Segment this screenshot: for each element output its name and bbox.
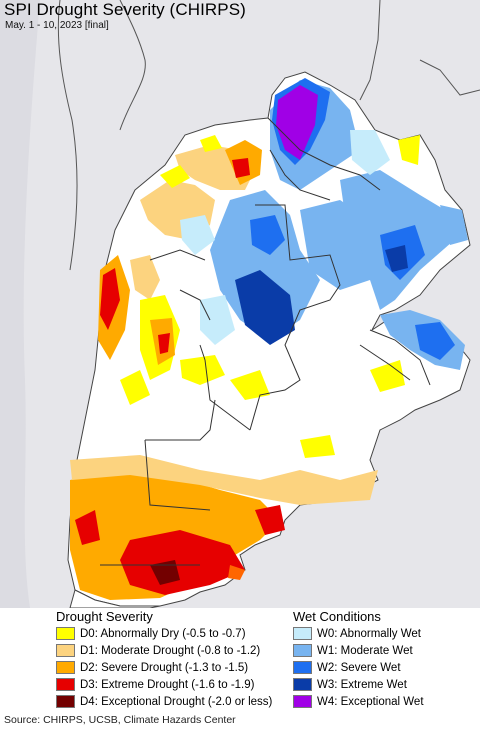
drought-legend-title: Drought Severity xyxy=(56,609,153,624)
wet-patches xyxy=(180,78,468,370)
swatch-w3 xyxy=(293,678,312,691)
source-credit: Source: CHIRPS, UCSB, Climate Hazards Ce… xyxy=(4,714,236,726)
page-subtitle: May. 1 - 10, 2023 [final] xyxy=(5,20,109,31)
ocean-area xyxy=(0,0,40,608)
wet-legend-title: Wet Conditions xyxy=(293,609,381,624)
legend-label-d3: D3: Extreme Drought (-1.6 to -1.9) xyxy=(80,678,255,691)
legend-label-d4: D4: Exceptional Drought (-2.0 or less) xyxy=(80,695,273,708)
swatch-w2 xyxy=(293,661,312,674)
swatch-d1 xyxy=(56,644,75,657)
legend-item-w2: W2: Severe Wet xyxy=(293,660,401,675)
patagonia-region xyxy=(69,589,161,608)
legend-label-w2: W2: Severe Wet xyxy=(317,661,401,674)
swatch-w0 xyxy=(293,627,312,640)
legend-item-w0: W0: Abnormally Wet xyxy=(293,626,421,641)
legend-label-w4: W4: Exceptional Wet xyxy=(317,695,424,708)
legend-item-w1: W1: Moderate Wet xyxy=(293,643,413,658)
legend-label-d2: D2: Severe Drought (-1.3 to -1.5) xyxy=(80,661,249,674)
legend-label-w1: W1: Moderate Wet xyxy=(317,644,413,657)
swatch-d3 xyxy=(56,678,75,691)
boundaries xyxy=(100,117,431,566)
legend-item-w4: W4: Exceptional Wet xyxy=(293,694,424,709)
legend-label-w3: W3: Extreme Wet xyxy=(317,678,407,691)
legend-label-w0: W0: Abnormally Wet xyxy=(317,627,421,640)
page-title: SPI Drought Severity (CHIRPS) xyxy=(4,0,246,19)
swatch-w4 xyxy=(293,695,312,708)
drought-map xyxy=(0,0,480,608)
swatch-d0 xyxy=(56,627,75,640)
legend-item-w3: W3: Extreme Wet xyxy=(293,677,407,692)
swatch-w1 xyxy=(293,644,312,657)
legend-item-d0: D0: Abnormally Dry (-0.5 to -0.7) xyxy=(56,626,246,641)
legend-item-d3: D3: Extreme Drought (-1.6 to -1.9) xyxy=(56,677,254,692)
neighbour-boundaries xyxy=(57,0,480,271)
swatch-d2 xyxy=(56,661,75,674)
legend-item-d4: D4: Exceptional Drought (-2.0 or less) xyxy=(56,694,272,709)
drought-patches xyxy=(70,135,420,600)
swatch-d4 xyxy=(56,695,75,708)
legend-item-d1: D1: Moderate Drought (-0.8 to -1.2) xyxy=(56,643,260,658)
legend-label-d0: D0: Abnormally Dry (-0.5 to -0.7) xyxy=(80,627,246,640)
legend-item-d2: D2: Severe Drought (-1.3 to -1.5) xyxy=(56,660,248,675)
legend-label-d1: D1: Moderate Drought (-0.8 to -1.2) xyxy=(80,644,261,657)
legend-panel xyxy=(0,608,480,713)
